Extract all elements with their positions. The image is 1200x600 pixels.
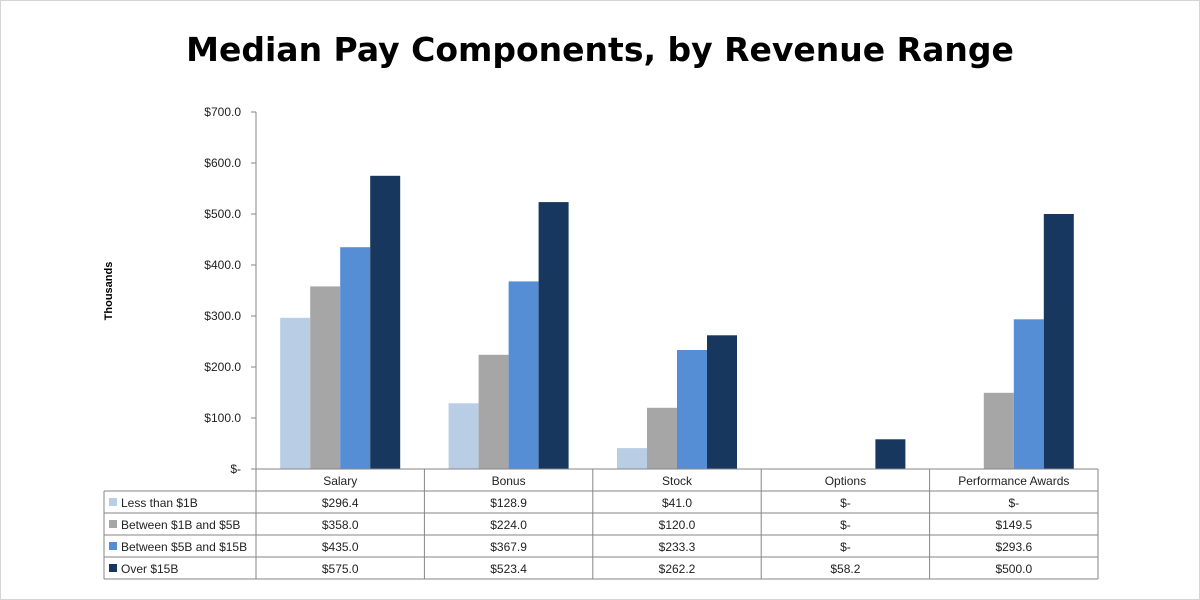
y-tick-label: $200.0	[204, 360, 241, 374]
bar	[875, 439, 906, 469]
data-table: Salary Bonus Stock Options Performance Award…	[103, 468, 1099, 580]
bar	[647, 407, 677, 469]
data-label: $-	[1008, 496, 1019, 510]
data-label: $149.5	[995, 518, 1032, 532]
data-label: $58.2	[830, 562, 860, 576]
data-label: $296.4	[322, 496, 359, 510]
bar	[983, 392, 1014, 469]
bar	[707, 335, 737, 469]
bar	[538, 202, 569, 469]
legend-key	[109, 498, 117, 506]
data-label: $575.0	[322, 562, 359, 576]
category-label: Performance Awards	[958, 474, 1069, 488]
bar	[370, 175, 401, 470]
bar	[1043, 214, 1074, 469]
y-axis: $- $100.0 $200.0 $300.0 $400.0 $500.0 $600.0 $7…	[204, 105, 257, 476]
bar	[478, 354, 509, 469]
data-label: $128.9	[490, 496, 527, 510]
bar	[508, 281, 539, 469]
bar	[280, 317, 311, 469]
data-label: $-	[840, 540, 851, 554]
y-tick-label: $700.0	[204, 105, 241, 119]
y-axis-label: Thousands	[103, 262, 115, 321]
category-label: Stock	[662, 474, 693, 488]
bar	[1013, 319, 1044, 469]
y-tick-label: $100.0	[204, 411, 241, 425]
chart-title: Median Pay Components, by Revenue Range	[186, 30, 1014, 69]
legend-entry: Less than $1B	[121, 496, 198, 510]
data-label: $233.3	[659, 540, 696, 554]
y-tick-label: $600.0	[204, 156, 241, 170]
legend-entry: Between $5B and $15B	[121, 540, 247, 554]
y-tick-label: $300.0	[204, 309, 241, 323]
bar	[310, 286, 341, 469]
data-label: $120.0	[659, 518, 696, 532]
data-label: $367.9	[490, 540, 527, 554]
y-tick-label: $400.0	[204, 258, 241, 272]
legend-entry: Over $15B	[121, 562, 178, 576]
legend-key	[109, 564, 117, 572]
data-label: $-	[840, 496, 851, 510]
category-label: Options	[825, 474, 866, 488]
data-label: $41.0	[662, 496, 692, 510]
category-label: Salary	[323, 474, 357, 488]
data-label: $358.0	[322, 518, 359, 532]
data-label: $224.0	[490, 518, 527, 532]
y-tick-label: $-	[230, 462, 241, 476]
y-tick-label: $500.0	[204, 207, 241, 221]
data-label: $500.0	[995, 562, 1032, 576]
data-label: $262.2	[659, 562, 696, 576]
legend-key	[109, 520, 117, 528]
data-label: $-	[840, 518, 851, 532]
bar	[677, 350, 707, 469]
bar	[448, 403, 479, 469]
bar	[340, 247, 371, 469]
data-label: $523.4	[490, 562, 527, 576]
bars	[280, 175, 1074, 470]
bar	[617, 448, 647, 469]
legend-key	[109, 542, 117, 550]
data-label: $435.0	[322, 540, 359, 554]
legend-entry: Between $1B and $5B	[121, 518, 240, 532]
category-label: Bonus	[492, 474, 526, 488]
data-label: $293.6	[995, 540, 1032, 554]
